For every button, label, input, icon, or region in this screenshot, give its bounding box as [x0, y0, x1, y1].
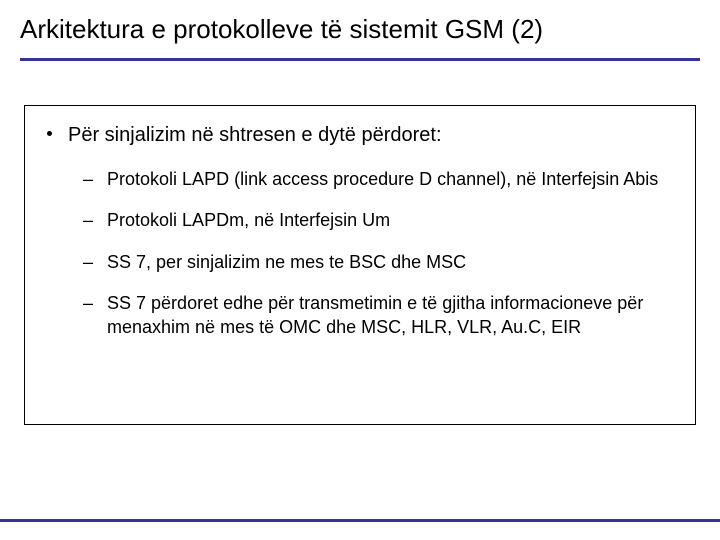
dash-icon: – [83, 251, 93, 274]
sub-bullet: – Protokoli LAPD (link access procedure … [83, 168, 681, 191]
sub-bullet: – SS 7, per sinjalizim ne mes te BSC dhe… [83, 251, 681, 274]
slide-title: Arkitektura e protokolleve të sistemit G… [20, 14, 700, 45]
sub-bullet: – Protokoli LAPDm, në Interfejsin Um [83, 209, 681, 232]
sub-bullet-text: Protokoli LAPD (link access procedure D … [107, 168, 658, 191]
dash-icon: – [83, 209, 93, 232]
sub-bullet-text: SS 7 përdoret edhe për transmetimin e të… [107, 292, 681, 339]
main-bullet-text: Për sinjalizim në shtresen e dytë përdor… [68, 122, 442, 148]
sub-bullet-text: Protokoli LAPDm, në Interfejsin Um [107, 209, 390, 232]
dash-icon: – [83, 168, 93, 191]
content-box: Për sinjalizim në shtresen e dytë përdor… [24, 105, 696, 425]
sub-bullet-text: SS 7, per sinjalizim ne mes te BSC dhe M… [107, 251, 466, 274]
footer-rule [0, 519, 720, 522]
sub-bullet: – SS 7 përdoret edhe për transmetimin e … [83, 292, 681, 339]
sub-bullet-list: – Protokoli LAPD (link access procedure … [83, 168, 681, 339]
bullet-dot-icon [47, 131, 52, 136]
slide: Arkitektura e protokolleve të sistemit G… [0, 0, 720, 540]
main-bullet: Për sinjalizim në shtresen e dytë përdor… [39, 122, 681, 148]
dash-icon: – [83, 292, 93, 315]
title-underline [20, 58, 700, 61]
